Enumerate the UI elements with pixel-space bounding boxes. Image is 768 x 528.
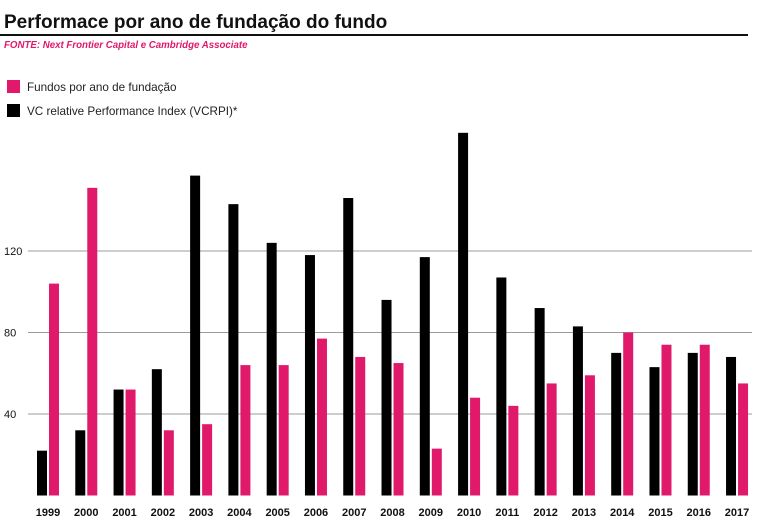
legend-label-vcrpi: VC relative Performance Index (VCRPI)* <box>27 105 238 118</box>
x-axis-labels: 1999 2000 2001 2002 2003 2004 2005 2006 2007 2008… <box>36 507 750 519</box>
bar-vcrpi-2013 <box>572 326 583 496</box>
title-underline <box>0 34 748 36</box>
bar-vcrpi-2007 <box>343 198 354 496</box>
bar-fundos-2017 <box>738 383 749 496</box>
x-tick-label-2004: 2004 <box>227 507 252 519</box>
bar-vcrpi-2004 <box>228 204 239 496</box>
bar-vcrpi-2005 <box>266 242 277 496</box>
bar-fundos-2005 <box>278 365 289 496</box>
x-tick-label-2005: 2005 <box>265 507 289 519</box>
bar-vcrpi-2017 <box>726 356 737 496</box>
y-tick-label-120: 120 <box>4 246 22 258</box>
legend-swatch-fundos <box>7 80 20 93</box>
bar-fundos-2003 <box>202 424 213 496</box>
bar-fundos-2010 <box>470 397 481 496</box>
bar-vcrpi-2009 <box>419 257 430 496</box>
bar-vcrpi-2012 <box>534 308 545 496</box>
x-tick-label-2007: 2007 <box>342 507 366 519</box>
x-tick-label-2014: 2014 <box>610 507 635 519</box>
bar-fundos-2009 <box>431 448 442 496</box>
legend-item-fundos: Fundos por ano de fundação <box>7 80 177 94</box>
bar-fundos-2002 <box>163 430 174 496</box>
bar-vcrpi-2002 <box>151 369 162 496</box>
bar-vcrpi-2010 <box>458 132 469 496</box>
bar-fundos-2016 <box>699 344 710 496</box>
x-tick-label-2012: 2012 <box>533 507 557 519</box>
x-tick-label-2016: 2016 <box>687 507 711 519</box>
x-tick-label-2015: 2015 <box>648 507 672 519</box>
legend: Fundos por ano de fundação VC relative P… <box>7 80 238 118</box>
bar-fundos-2001 <box>125 389 136 496</box>
bar-fundos-2013 <box>584 375 595 496</box>
x-tick-label-2011: 2011 <box>495 507 519 519</box>
bar-fundos-2008 <box>393 363 404 496</box>
bar-vcrpi-2000 <box>75 430 86 496</box>
bar-fundos-2006 <box>316 338 327 496</box>
x-tick-label-2006: 2006 <box>304 507 328 519</box>
legend-swatch-vcrpi <box>7 104 20 117</box>
bar-fundos-2007 <box>355 356 366 496</box>
bar-vcrpi-2014 <box>611 352 622 496</box>
bar-fundos-1999 <box>49 283 59 496</box>
bar-vcrpi-2001 <box>113 389 124 496</box>
bar-fundos-2014 <box>623 332 634 496</box>
bar-vcrpi-2011 <box>496 277 507 496</box>
y-tick-label-40: 40 <box>4 409 16 421</box>
bar-fundos-2000 <box>87 187 98 496</box>
x-tick-label-2002: 2002 <box>151 507 175 519</box>
x-tick-label-2010: 2010 <box>457 507 481 519</box>
bar-fundos-2004 <box>240 365 251 496</box>
bar-vcrpi-2008 <box>381 299 392 496</box>
bar-fundos-2011 <box>508 405 519 496</box>
bar-vcrpi-2016 <box>687 352 698 496</box>
x-tick-label-2009: 2009 <box>419 507 443 519</box>
chart-source: FONTE: Next Frontier Capital e Cambridge… <box>4 40 248 51</box>
bar-fundos-2012 <box>546 383 557 496</box>
x-tick-label-2013: 2013 <box>572 507 596 519</box>
bar-vcrpi-1999 <box>37 450 47 496</box>
x-tick-label-2017: 2017 <box>725 507 749 519</box>
x-tick-label-1999: 1999 <box>36 507 60 519</box>
bar-vcrpi-2006 <box>304 255 315 496</box>
x-tick-label-2008: 2008 <box>380 507 404 519</box>
x-tick-label-2003: 2003 <box>189 507 213 519</box>
bar-vcrpi-2003 <box>190 175 201 496</box>
x-tick-label-2000: 2000 <box>74 507 98 519</box>
chart-title: Performace por ano de fundação do fundo <box>4 12 387 33</box>
bars <box>37 132 749 496</box>
y-axis-labels: 40 80 120 <box>4 246 22 421</box>
x-tick-label-2001: 2001 <box>112 507 136 519</box>
bar-vcrpi-2015 <box>649 367 660 496</box>
y-tick-label-80: 80 <box>4 328 16 340</box>
legend-item-vcrpi: VC relative Performance Index (VCRPI)* <box>7 104 238 118</box>
bar-fundos-2015 <box>661 344 672 496</box>
legend-label-fundos: Fundos por ano de fundação <box>27 81 177 94</box>
